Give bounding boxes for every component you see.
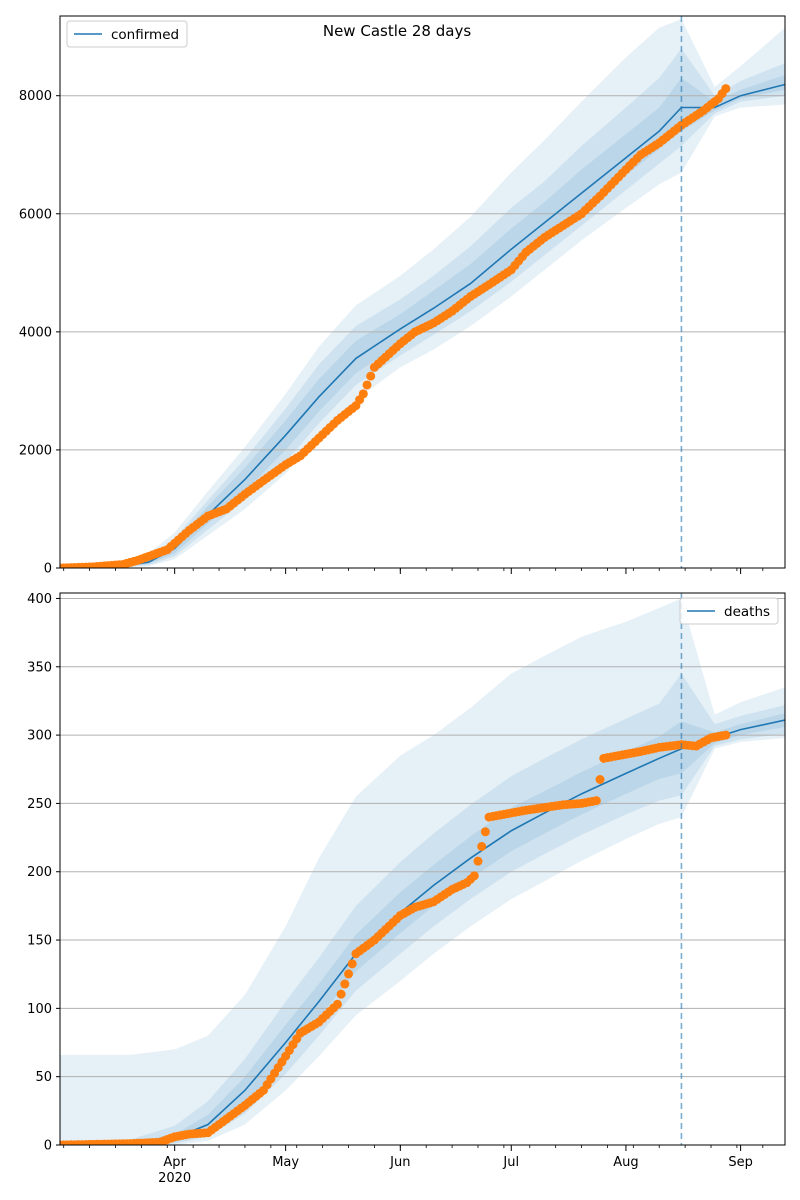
band-outer-fit xyxy=(60,18,682,568)
observed-point xyxy=(336,989,346,999)
band-outer-forecast xyxy=(681,598,785,818)
deaths-legend: deaths xyxy=(679,597,779,625)
observed-point xyxy=(362,380,372,390)
chart-title: New Castle 28 days xyxy=(323,22,471,40)
observed-point xyxy=(332,999,342,1009)
band-inner-forecast xyxy=(681,713,785,774)
observed-point xyxy=(477,841,487,851)
observed-point xyxy=(595,775,605,785)
observed-point xyxy=(473,856,483,866)
observed-point xyxy=(366,371,376,381)
y-tick-label: 150 xyxy=(27,934,52,949)
confirmed-series xyxy=(60,16,785,568)
x-tick-label: Jul xyxy=(502,1155,519,1170)
x-tick-label: Sep xyxy=(728,1155,753,1170)
model-line-deaths xyxy=(60,719,785,1145)
observed-point xyxy=(721,84,731,94)
axes-frame xyxy=(59,592,786,1146)
confirmed-ticks: 0 2000 4000 6000 8000 xyxy=(19,89,764,577)
y-tick-label: 100 xyxy=(27,1002,52,1017)
legend-label-confirmed: confirmed xyxy=(111,27,179,43)
observed-point xyxy=(347,959,357,969)
y-tick-label: 0 xyxy=(44,1139,52,1154)
y-tick-label: 0 xyxy=(44,562,52,577)
observed-point xyxy=(469,871,479,881)
axes-frame xyxy=(59,15,786,569)
deaths-series xyxy=(60,593,785,1145)
y-tick-label: 350 xyxy=(27,660,52,675)
x-tick-label: May xyxy=(272,1155,299,1170)
observed-point xyxy=(358,389,368,399)
y-tick-label: 250 xyxy=(27,797,52,812)
legend-label-deaths: deaths xyxy=(724,604,770,620)
x-tick-label: Apr xyxy=(163,1155,186,1170)
y-tick-label: 200 xyxy=(27,865,52,880)
band-inner-forecast xyxy=(681,75,785,132)
band-middle-fit xyxy=(60,673,682,1145)
confirmed-uncertainty-bands xyxy=(60,18,785,568)
x-tick-label: Jun xyxy=(389,1155,410,1170)
confirmed-panel: 0 2000 4000 6000 8000 New Castle 28 days con… xyxy=(19,15,786,577)
y-tick-label: 2000 xyxy=(19,443,52,458)
y-tick-label: 4000 xyxy=(19,325,52,340)
y-tick-label: 50 xyxy=(35,1070,52,1085)
observed-point xyxy=(344,969,354,979)
observed-point xyxy=(480,827,490,837)
confirmed-legend: confirmed xyxy=(66,20,188,48)
y-tick-label: 8000 xyxy=(19,89,52,104)
observed-point xyxy=(340,979,350,989)
band-middle-forecast xyxy=(681,673,785,796)
x-tick-label: Aug xyxy=(613,1155,638,1170)
confirmed-axes-frame xyxy=(59,15,786,569)
deaths-axes-frame xyxy=(59,592,786,1146)
y-tick-label: 300 xyxy=(27,729,52,744)
observed-point xyxy=(721,730,731,740)
observed-point xyxy=(591,796,601,806)
y-tick-label: 6000 xyxy=(19,207,52,222)
legend-box xyxy=(679,597,779,625)
x-year-label: 2020 xyxy=(158,1171,191,1186)
band-middle-forecast xyxy=(681,48,785,146)
y-tick-label: 400 xyxy=(27,592,52,607)
legend-box xyxy=(66,20,188,48)
band-inner-fit xyxy=(60,721,682,1145)
